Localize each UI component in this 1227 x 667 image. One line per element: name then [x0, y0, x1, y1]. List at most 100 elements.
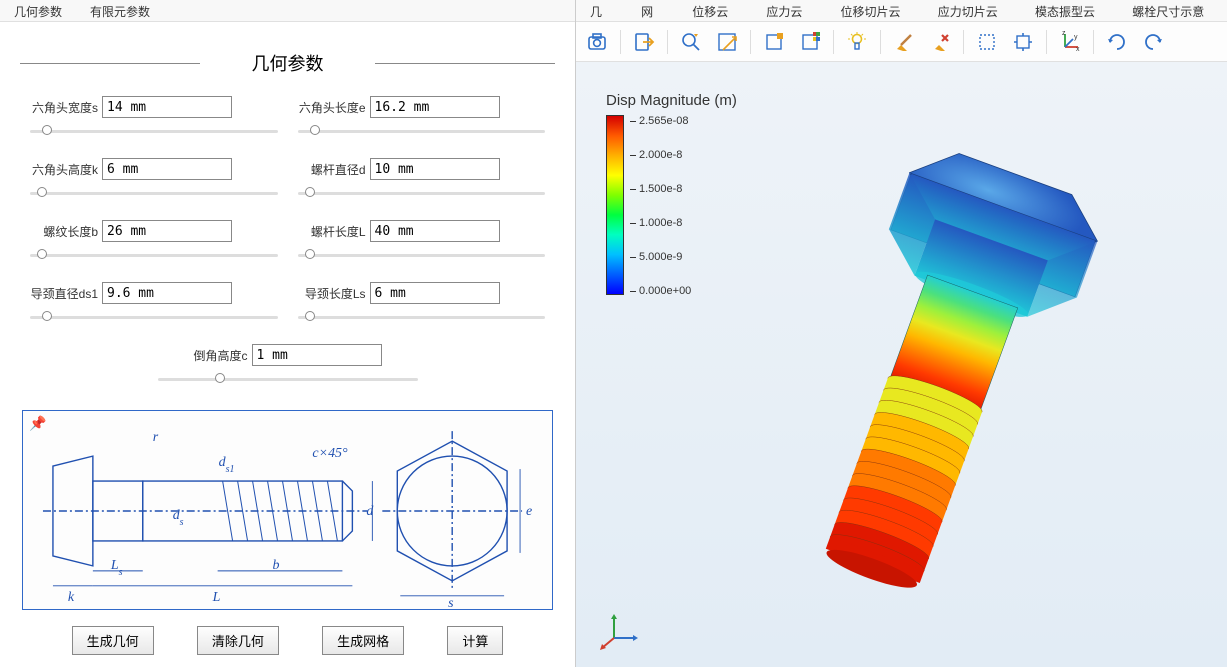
tab-stress-cloud[interactable]: 应力云图 [752, 0, 826, 21]
delete-icon[interactable] [925, 27, 955, 57]
rotate-ccw-icon[interactable] [1138, 27, 1168, 57]
expand-icon[interactable] [1008, 27, 1038, 57]
svg-text:Ls: Ls [110, 558, 123, 578]
param-hex-len-e: 六角头长度e [288, 88, 556, 150]
zoom-area-icon[interactable] [712, 27, 742, 57]
left-panel: 几何参数 有限元参数 几何参数 六角头宽度s 六角头长度e 六角头高度k [0, 0, 576, 667]
param-chamfer-c: 倒角高度c [20, 336, 555, 398]
right-menubar: 几何 网格 位移云图 应力云图 位移切片云图 应力切片云图 模态振型云图 螺栓尺… [576, 0, 1227, 22]
compute-button[interactable]: 计算 [447, 626, 503, 655]
legend-colorbar [606, 115, 624, 295]
input-hex-width-s[interactable] [102, 96, 232, 118]
left-menubar: 几何参数 有限元参数 [0, 0, 575, 22]
tab-bolt-dims[interactable]: 螺栓尺寸示意图 [1118, 0, 1227, 21]
param-thread-b: 螺纹长度b [20, 212, 288, 274]
tab-disp-slice[interactable]: 位移切片云图 [827, 0, 924, 21]
param-label: 倒角高度c [193, 347, 247, 364]
input-chamfer-c[interactable] [252, 344, 382, 366]
input-shaft-L[interactable] [370, 220, 500, 242]
section-title: 几何参数 [0, 50, 575, 76]
slider-neck-ds1[interactable] [30, 310, 278, 324]
svg-text:b: b [273, 558, 280, 573]
select-box-icon[interactable] [972, 27, 1002, 57]
param-label: 导颈长度Ls [298, 285, 366, 302]
input-neck-ds1[interactable] [102, 282, 232, 304]
slider-hex-height-k[interactable] [30, 186, 278, 200]
param-neck-ds1: 导颈直径ds1 [20, 274, 288, 336]
tab-mesh[interactable]: 网格 [627, 0, 678, 21]
param-label: 六角头高度k [30, 161, 98, 178]
param-label: 螺杆直径d [298, 161, 366, 178]
input-neck-Ls[interactable] [370, 282, 500, 304]
legend-tick: 1.000e-8 [630, 217, 691, 229]
export-icon[interactable] [629, 27, 659, 57]
param-shaft-d: 螺杆直径d [288, 150, 556, 212]
tab-fem-params[interactable]: 有限元参数 [76, 0, 164, 21]
zoom-icon[interactable] [676, 27, 706, 57]
input-thread-b[interactable] [102, 220, 232, 242]
brush-icon[interactable] [889, 27, 919, 57]
input-shaft-d[interactable] [370, 158, 500, 180]
param-hex-width-s: 六角头宽度s [20, 88, 288, 150]
generate-mesh-button[interactable]: 生成网格 [322, 626, 404, 655]
screenshot-icon[interactable] [582, 27, 612, 57]
svg-text:k: k [68, 590, 75, 605]
param-label: 六角头宽度s [30, 99, 98, 116]
axis-triad-icon [598, 608, 642, 655]
viewport-toolbar: z yx [576, 22, 1227, 62]
color-legend: Disp Magnitude (m) 2.565e-08 2.000e-8 1.… [606, 92, 737, 297]
legend-tick: 0.000e+00 [630, 285, 691, 297]
svg-text:y: y [1074, 34, 1078, 41]
param-label: 螺纹长度b [30, 223, 98, 240]
svg-text:ds1: ds1 [219, 455, 235, 475]
param-shaft-L: 螺杆长度L [288, 212, 556, 274]
legend-title: Disp Magnitude (m) [606, 92, 737, 109]
svg-text:d: d [366, 504, 374, 519]
rotate-cw-icon[interactable] [1102, 27, 1132, 57]
input-hex-height-k[interactable] [102, 158, 232, 180]
legend-tick: 2.000e-8 [630, 149, 691, 161]
slider-shaft-L[interactable] [298, 248, 546, 262]
bolt-3d-render [777, 112, 1117, 612]
svg-text:c×45°: c×45° [312, 446, 348, 461]
legend-labels: 2.565e-08 2.000e-8 1.500e-8 1.000e-8 5.0… [630, 115, 691, 297]
legend-tick: 2.565e-08 [630, 115, 691, 127]
input-hex-len-e[interactable] [370, 96, 500, 118]
right-panel: 几何 网格 位移云图 应力云图 位移切片云图 应力切片云图 模态振型云图 螺栓尺… [576, 0, 1227, 667]
svg-text:r: r [153, 430, 159, 445]
tab-stress-slice[interactable]: 应力切片云图 [924, 0, 1021, 21]
param-label: 导颈直径ds1 [30, 285, 98, 302]
svg-text:x: x [1076, 46, 1080, 53]
bolt-schematic: 📌 [22, 410, 553, 610]
fit-one-icon[interactable] [759, 27, 789, 57]
param-label: 六角头长度e [298, 99, 366, 116]
slider-chamfer-c[interactable] [158, 372, 418, 386]
param-hex-height-k: 六角头高度k [20, 150, 288, 212]
svg-text:L: L [212, 590, 221, 605]
param-grid: 六角头宽度s 六角头长度e 六角头高度k 螺杆直径d [0, 88, 575, 398]
fit-multi-icon[interactable] [795, 27, 825, 57]
viewport-3d[interactable]: Disp Magnitude (m) 2.565e-08 2.000e-8 1.… [576, 62, 1227, 667]
slider-neck-Ls[interactable] [298, 310, 546, 324]
svg-text:s: s [448, 596, 454, 609]
slider-hex-width-s[interactable] [30, 124, 278, 138]
slider-hex-len-e[interactable] [298, 124, 546, 138]
param-neck-Ls: 导颈长度Ls [288, 274, 556, 336]
axes-icon[interactable]: z yx [1055, 27, 1085, 57]
svg-text:e: e [526, 504, 532, 519]
pin-icon[interactable]: 📌 [29, 415, 46, 432]
legend-tick: 1.500e-8 [630, 183, 691, 195]
action-buttons: 生成几何 清除几何 生成网格 计算 [0, 618, 575, 663]
light-icon[interactable] [842, 27, 872, 57]
tab-disp-cloud[interactable]: 位移云图 [678, 0, 752, 21]
clear-geometry-button[interactable]: 清除几何 [197, 626, 279, 655]
svg-text:z: z [1062, 31, 1066, 37]
slider-thread-b[interactable] [30, 248, 278, 262]
generate-geometry-button[interactable]: 生成几何 [72, 626, 154, 655]
tab-modal[interactable]: 模态振型云图 [1021, 0, 1118, 21]
param-label: 螺杆长度L [298, 223, 366, 240]
legend-tick: 5.000e-9 [630, 251, 691, 263]
tab-geom[interactable]: 几何 [576, 0, 627, 21]
slider-shaft-d[interactable] [298, 186, 546, 200]
tab-geom-params[interactable]: 几何参数 [0, 0, 76, 21]
